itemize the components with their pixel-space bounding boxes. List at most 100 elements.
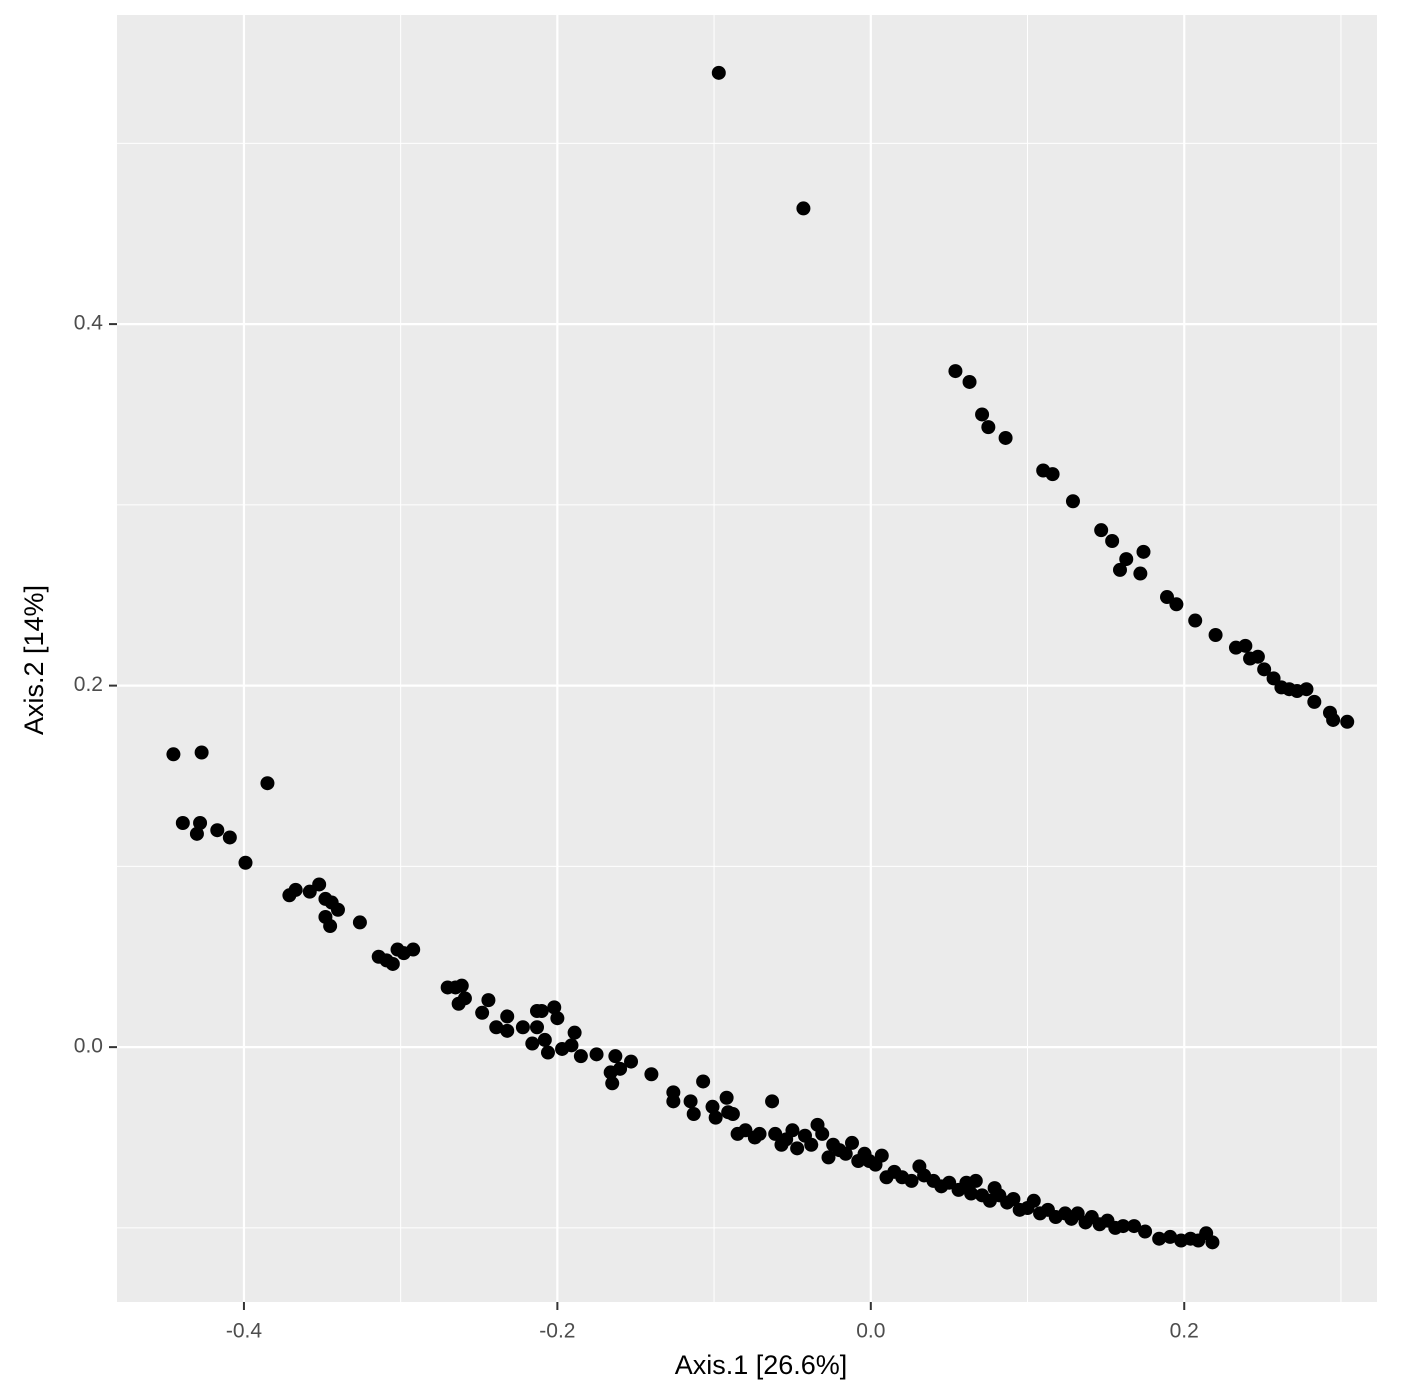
point bbox=[683, 1094, 698, 1109]
point bbox=[1163, 1229, 1178, 1244]
point bbox=[500, 1023, 515, 1038]
point bbox=[1205, 1235, 1220, 1250]
point bbox=[222, 830, 237, 845]
point bbox=[1152, 1231, 1167, 1246]
point bbox=[589, 1047, 604, 1062]
point bbox=[489, 1020, 504, 1035]
point bbox=[288, 882, 303, 897]
point bbox=[1266, 671, 1281, 686]
point bbox=[719, 1090, 734, 1105]
point bbox=[1257, 662, 1272, 677]
point bbox=[904, 1173, 919, 1188]
point bbox=[981, 420, 996, 435]
panel bbox=[117, 15, 1377, 1302]
y-tick-label: 0.4 bbox=[74, 312, 104, 335]
point bbox=[962, 374, 977, 389]
point bbox=[1116, 1219, 1131, 1234]
point bbox=[515, 1020, 530, 1035]
point bbox=[1065, 494, 1080, 509]
point bbox=[385, 956, 400, 971]
point bbox=[454, 978, 469, 993]
point bbox=[530, 1020, 544, 1035]
point bbox=[481, 993, 496, 1008]
point bbox=[312, 877, 327, 892]
x-axis-title: Axis.1 [26.6%] bbox=[675, 1350, 848, 1380]
x-tick-label: 0.2 bbox=[1170, 1320, 1199, 1343]
point bbox=[175, 815, 190, 830]
point bbox=[821, 1150, 836, 1165]
point bbox=[210, 823, 225, 838]
point bbox=[838, 1146, 853, 1161]
point bbox=[613, 1061, 628, 1076]
point bbox=[547, 1000, 562, 1015]
y-tick-label: 0.0 bbox=[74, 1035, 103, 1058]
point bbox=[1006, 1191, 1021, 1206]
point bbox=[193, 815, 208, 830]
x-tick-label: -0.2 bbox=[539, 1320, 575, 1343]
point bbox=[573, 1049, 588, 1064]
point bbox=[457, 991, 472, 1006]
point bbox=[540, 1045, 555, 1060]
point bbox=[1169, 597, 1184, 612]
point bbox=[845, 1135, 859, 1150]
point bbox=[1250, 649, 1265, 664]
point bbox=[1094, 523, 1109, 538]
point bbox=[725, 1107, 740, 1122]
point bbox=[948, 364, 963, 379]
point bbox=[500, 1009, 515, 1024]
point bbox=[998, 430, 1013, 445]
point bbox=[1136, 544, 1151, 559]
point bbox=[768, 1126, 783, 1141]
point bbox=[1326, 712, 1341, 727]
x-tick-label: 0.0 bbox=[856, 1320, 885, 1343]
point bbox=[475, 1005, 490, 1020]
point bbox=[686, 1107, 701, 1122]
x-tick-label: -0.4 bbox=[226, 1320, 263, 1343]
point bbox=[624, 1054, 639, 1069]
point bbox=[705, 1099, 720, 1114]
point bbox=[1307, 694, 1322, 709]
point bbox=[1105, 534, 1120, 549]
point bbox=[1238, 638, 1253, 653]
point bbox=[644, 1067, 659, 1082]
point bbox=[1127, 1219, 1142, 1234]
point bbox=[534, 1003, 549, 1018]
point bbox=[1070, 1206, 1085, 1221]
point bbox=[238, 855, 253, 870]
point bbox=[605, 1076, 620, 1091]
point bbox=[1138, 1224, 1153, 1239]
point bbox=[1208, 628, 1223, 643]
point bbox=[752, 1126, 767, 1141]
point bbox=[1112, 562, 1127, 577]
point bbox=[711, 65, 726, 80]
point bbox=[975, 407, 990, 422]
point bbox=[790, 1141, 805, 1156]
y-tick-label: 0.2 bbox=[74, 673, 103, 696]
point bbox=[1133, 566, 1148, 581]
point bbox=[874, 1148, 889, 1163]
point bbox=[260, 776, 275, 791]
point bbox=[189, 826, 204, 841]
point bbox=[564, 1038, 579, 1053]
point bbox=[1299, 682, 1314, 697]
point bbox=[166, 747, 181, 762]
point bbox=[1188, 613, 1203, 628]
point bbox=[785, 1123, 800, 1138]
point bbox=[406, 942, 421, 957]
point bbox=[1026, 1193, 1041, 1208]
point bbox=[1340, 714, 1355, 729]
point bbox=[330, 902, 345, 917]
point bbox=[550, 1011, 565, 1026]
point bbox=[815, 1126, 830, 1141]
point bbox=[608, 1049, 623, 1064]
point bbox=[968, 1173, 983, 1188]
point bbox=[765, 1094, 780, 1109]
point bbox=[537, 1032, 552, 1047]
point bbox=[708, 1110, 723, 1125]
point bbox=[194, 745, 209, 760]
point bbox=[964, 1186, 979, 1201]
y-axis-title: Axis.2 [14%] bbox=[19, 585, 49, 735]
point bbox=[567, 1025, 582, 1040]
point bbox=[352, 915, 367, 930]
